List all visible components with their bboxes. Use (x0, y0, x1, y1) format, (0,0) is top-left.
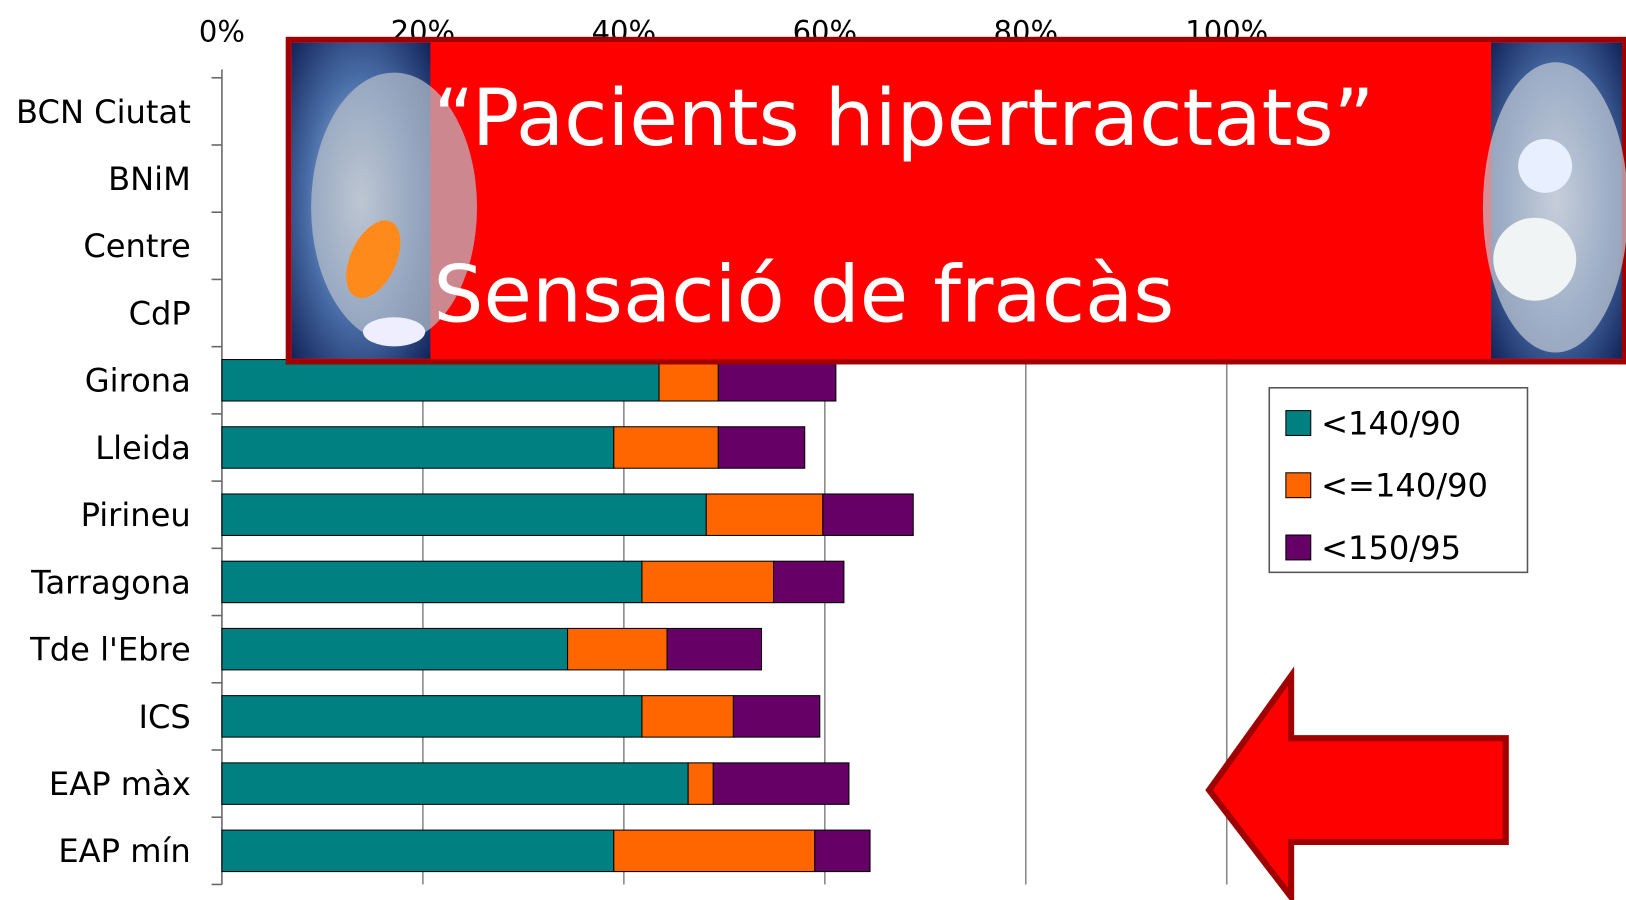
arrow (1205, 666, 1509, 900)
y-tick-label: Centre (83, 227, 190, 265)
bar-segment (712, 762, 850, 805)
bar-segment (613, 426, 719, 469)
banner-subtitle: Sensació de fracàs (433, 248, 1174, 340)
y-tick-label: ICS (138, 698, 190, 736)
bar-segment (641, 560, 775, 604)
y-tick-label: Tde l'Ebre (29, 631, 191, 669)
bar-segment (221, 829, 615, 873)
x-tick-label: 0% (199, 14, 245, 48)
bar-segment (221, 359, 660, 402)
y-tick-label: Girona (85, 362, 191, 400)
bar-segment (221, 560, 643, 604)
pill (346, 220, 401, 299)
legend-swatch (1285, 472, 1312, 499)
bar-segment (717, 426, 806, 469)
y-tick-label: BNiM (108, 160, 191, 198)
legend-swatch (1285, 534, 1312, 561)
legend: <140/90 <=140/90 <150/95 (1268, 387, 1529, 574)
y-tick-label: Lleida (95, 429, 191, 467)
plot-area: 0% 20% 40% 60% 80% 100%BCN CiutatBNiMCentreCd… (16, 14, 1268, 886)
legend-label: <=140/90 (1321, 467, 1488, 505)
bar-segment (773, 560, 845, 604)
legend-swatch (1285, 410, 1312, 437)
y-tick-label: EAP màx (49, 765, 191, 803)
bar-segment (221, 493, 707, 536)
legend-label: <140/90 (1321, 404, 1461, 442)
y-tick-label: Tarragona (30, 563, 191, 601)
y-tick-label: Pirineu (81, 496, 191, 534)
y-tick-label: BCN Ciutat (16, 93, 191, 131)
bar-segment (814, 829, 871, 873)
bar-segment (221, 627, 569, 671)
banner: “Pacients hipertractats” Sensació de fra… (285, 36, 1626, 365)
bar-segment (641, 695, 734, 738)
bar-segment (717, 359, 837, 402)
y-tick-label: CdP (129, 294, 191, 332)
bar-segment (822, 493, 914, 536)
pill (1493, 217, 1577, 301)
bar-segment (687, 762, 714, 805)
bar-segment (221, 695, 643, 738)
pill (1518, 138, 1573, 193)
bar-segment (221, 426, 615, 469)
spoon (1482, 62, 1626, 353)
bar-segment (567, 627, 668, 671)
bar-segment (613, 829, 816, 873)
bar-segment (221, 762, 689, 805)
bar-segment (658, 359, 719, 402)
pill (362, 317, 426, 347)
y-tick-label: EAP mín (58, 832, 190, 870)
bar-segment (666, 627, 763, 671)
bar-segment (732, 695, 821, 738)
banner-box (285, 36, 1626, 365)
banner-title: “Pacients hipertractats” (433, 72, 1374, 164)
legend-box (1268, 387, 1529, 574)
bar-segment (705, 493, 824, 536)
legend-label: <150/95 (1321, 529, 1461, 567)
